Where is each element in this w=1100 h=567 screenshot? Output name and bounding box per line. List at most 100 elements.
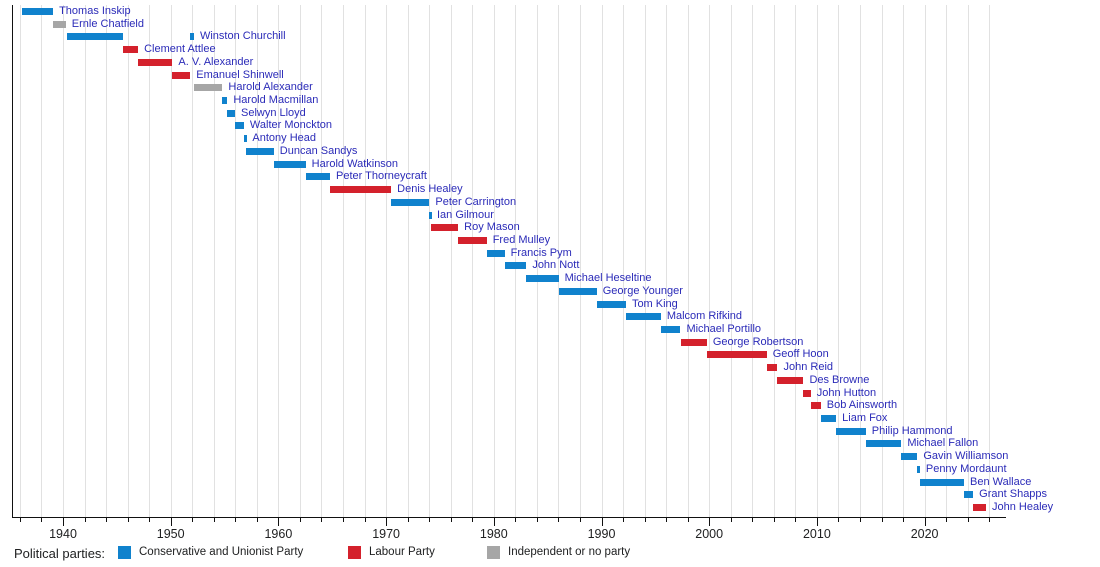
axis-tick [967,518,969,522]
label-michael-portillo[interactable]: Michael Portillo [686,323,762,335]
label-des-browne[interactable]: Des Browne [809,373,870,386]
bar-john-hutton[interactable] [803,389,811,397]
label-clement-attlee[interactable]: Clement Attlee [144,43,216,56]
bar-emanuel-shinwell[interactable] [172,71,191,79]
label-gavin-williamson[interactable]: Gavin Williamson [923,450,1009,463]
gridline [19,5,21,517]
bar-a-v-alexander[interactable] [138,58,173,66]
gridline [321,5,323,517]
bar-geoff-hoon[interactable] [706,351,767,359]
axis-tick [989,518,991,522]
label-duncan-sandys[interactable]: Duncan Sandys [279,144,358,157]
bar-liam-fox[interactable] [820,415,837,423]
label-emanuel-shinwell[interactable]: Emanuel Shinwell [196,68,284,81]
label-selwyn-lloyd[interactable]: Selwyn Lloyd [240,106,306,119]
label-john-nott[interactable]: John Nott [532,259,580,272]
label-antony-head[interactable]: Antony Head [252,132,317,145]
label-philip-hammond[interactable]: Philip Hammond [871,424,953,437]
bar-john-nott[interactable] [504,262,527,270]
gridline [493,5,495,517]
gridline [536,5,538,517]
y-axis-line [12,5,13,518]
label-john-healey[interactable]: John Healey [991,501,1054,514]
label-ernle-chatfield[interactable]: Ernle Chatfield [71,17,144,30]
gridline [256,5,258,517]
label-walter-monckton[interactable]: Walter Monckton [249,119,333,132]
label-george-robertson[interactable]: George Robertson [712,335,804,348]
bar-denis-healey[interactable] [329,186,392,194]
axis-tick [235,518,237,522]
label-harold-alexander[interactable]: Harold Alexander [228,81,313,94]
bar-peter-thorneycraft[interactable] [305,173,330,181]
label-michael-heseltine[interactable]: Michael Heseltine [564,272,652,285]
label-geoff-hoon[interactable]: Geoff Hoon [772,348,829,361]
label-thomas-inskip[interactable]: Thomas Inskip [59,5,131,17]
bar-john-healey[interactable] [973,504,986,512]
gridline [127,5,129,517]
bar-ian-gilmour[interactable] [429,211,433,219]
bar-selwyn-lloyd[interactable] [227,109,235,117]
bar-des-browne[interactable] [777,376,804,384]
label-michael-fallon[interactable]: Michael Fallon [907,437,979,450]
bar-harold-alexander[interactable] [193,84,223,92]
bar-michael-portillo[interactable] [660,326,681,333]
bar-bob-ainsworth[interactable] [810,402,821,410]
label-denis-healey[interactable]: Denis Healey [397,183,463,196]
bar-ben-wallace[interactable] [919,478,965,486]
label-george-younger[interactable]: George Younger [602,284,683,297]
bar-roy-mason[interactable] [431,224,459,232]
bar-tom-king[interactable] [596,300,626,308]
bar-ernle-chatfield[interactable] [53,20,66,28]
bar-penny-mordaunt[interactable] [917,465,921,473]
label-francis-pym[interactable]: Francis Pym [510,246,572,259]
bar-harold-macmillan[interactable] [222,97,228,105]
label-a-v-alexander[interactable]: A. V. Alexander [178,55,254,68]
axis-tick [364,518,366,522]
label-fred-mulley[interactable]: Fred Mulley [492,233,551,246]
bar-winston-churchill[interactable] [66,33,123,41]
label-john-reid[interactable]: John Reid [783,361,834,374]
label-grant-shapps[interactable]: Grant Shapps [979,488,1048,501]
label-ian-gilmour[interactable]: Ian Gilmour [437,208,494,221]
bar-duncan-sandys[interactable] [246,147,274,155]
label-harold-watkinson[interactable]: Harold Watkinson [311,157,399,170]
label-liam-fox[interactable]: Liam Fox [842,412,888,425]
label-malcom-rifkind[interactable]: Malcom Rifkind [666,310,743,323]
gridline [579,5,581,517]
bar-thomas-inskip[interactable] [22,8,54,15]
bar-george-younger[interactable] [558,287,597,295]
bar-john-reid[interactable] [766,364,778,372]
bar-peter-carrington[interactable] [391,198,430,206]
axis-year-label: 1950 [156,527,185,541]
label-harold-macmillan[interactable]: Harold Macmillan [233,94,319,107]
label-tom-king[interactable]: Tom King [631,297,678,310]
label-winston-churchill[interactable]: Winston Churchill [199,30,286,43]
bar-gavin-williamson[interactable] [901,453,918,461]
label-peter-carrington[interactable]: Peter Carrington [435,195,517,208]
bar-george-robertson[interactable] [680,338,707,346]
bar-malcom-rifkind[interactable] [625,313,661,321]
label-peter-thorneycraft[interactable]: Peter Thorneycraft [335,170,427,183]
legend: Political parties: Conservative and Unio… [0,543,1100,565]
bar-philip-hammond[interactable] [836,427,866,435]
bar-clement-attlee[interactable] [122,46,139,54]
bar-michael-fallon[interactable] [865,440,902,448]
bar-antony-head[interactable] [243,135,247,143]
bar-grant-shapps[interactable] [964,491,974,499]
axis-tick [127,518,129,522]
label-penny-mordaunt[interactable]: Penny Mordaunt [925,462,1007,475]
bar-francis-pym[interactable] [486,249,505,257]
gridline [644,5,646,517]
gridline [63,5,64,517]
label-ben-wallace[interactable]: Ben Wallace [970,475,1032,488]
bar-michael-heseltine[interactable] [526,275,559,283]
bar-harold-watkinson[interactable] [273,160,306,168]
label-roy-mason[interactable]: Roy Mason [464,221,520,234]
bar-winston-churchill[interactable] [190,33,194,41]
bar-walter-monckton[interactable] [234,122,244,130]
label-john-hutton[interactable]: John Hutton [816,386,877,399]
bar-fred-mulley[interactable] [458,236,487,244]
label-bob-ainsworth[interactable]: Bob Ainsworth [826,399,898,412]
axis-tick [924,518,926,526]
